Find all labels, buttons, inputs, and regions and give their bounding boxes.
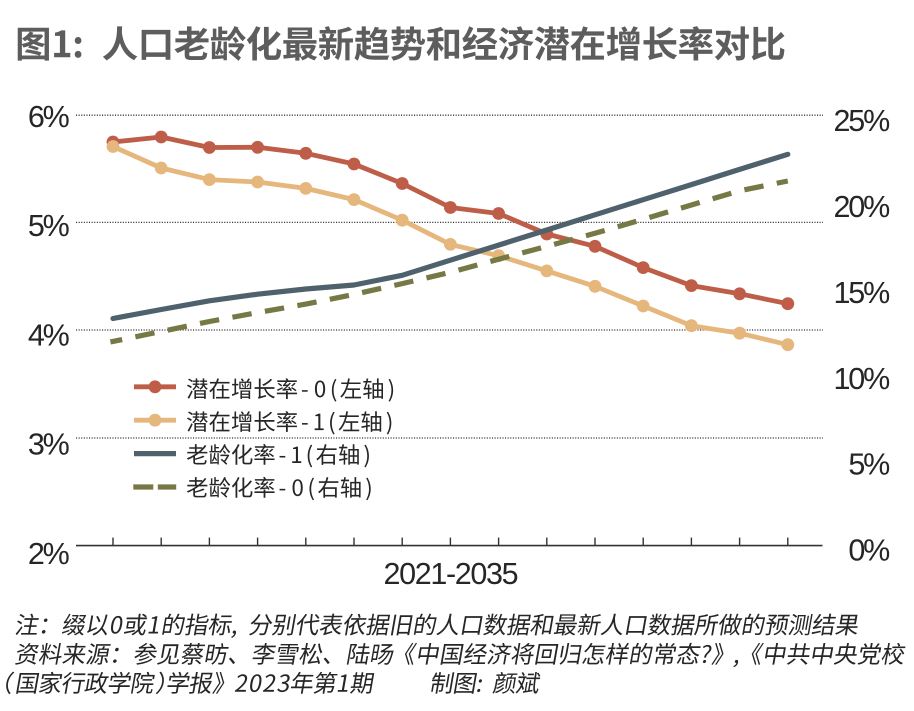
svg-text:5%: 5% — [848, 448, 890, 482]
svg-text:20%: 20% — [834, 190, 891, 224]
svg-text:15%: 15% — [834, 276, 891, 310]
svg-text:2021-2035: 2021-2035 — [384, 557, 518, 591]
svg-text:4%: 4% — [28, 318, 70, 352]
svg-text:2%: 2% — [28, 537, 70, 571]
svg-text:5%: 5% — [28, 209, 70, 243]
svg-text:10%: 10% — [834, 362, 891, 396]
svg-text:3%: 3% — [28, 428, 70, 462]
svg-text:6%: 6% — [28, 100, 70, 134]
svg-text:0%: 0% — [848, 533, 890, 567]
svg-text:25%: 25% — [834, 104, 891, 138]
